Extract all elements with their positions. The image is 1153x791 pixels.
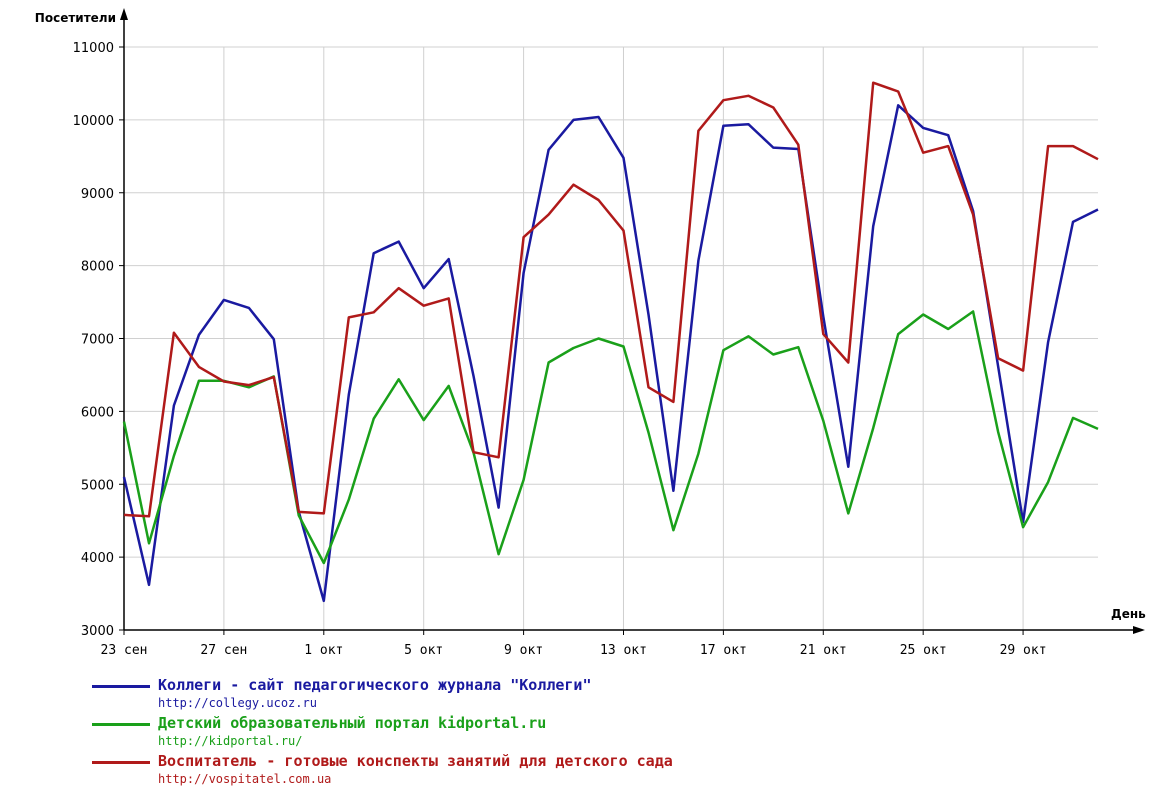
series-line-1 <box>122 310 1099 565</box>
y-tick-label: 10000 <box>73 114 114 129</box>
series-lines <box>122 81 1099 603</box>
axes <box>119 8 1145 635</box>
y-tick-label: 6000 <box>81 405 114 420</box>
legend-url-vospitatel[interactable]: http://vospitatel.com.ua <box>158 772 332 786</box>
x-tick-label: 1 окт <box>304 643 343 658</box>
line-chart: 3000 4000 5000 6000 7000 8000 9000 10000 11000 2… <box>35 8 1146 658</box>
series-line-2 <box>123 81 1099 518</box>
x-ticks: 23 сен 27 сен 1 окт 5 окт 9 окт 13 окт 17 окт 2… <box>101 643 1047 658</box>
x-tick-label: 21 окт <box>800 643 847 658</box>
legend-title-kidportal: Детский образовательный портал kidportal… <box>158 714 547 732</box>
series-line-0 <box>122 104 1099 603</box>
grid <box>124 46 1098 630</box>
x-tick-label: 17 окт <box>700 643 747 658</box>
y-axis-arrow <box>120 8 128 20</box>
legend-url-kidportal[interactable]: http://kidportal.ru/ <box>158 734 303 748</box>
legend-swatch-vospitatel <box>92 761 150 764</box>
x-axis-arrow <box>1133 626 1145 634</box>
x-tick-label: 25 окт <box>900 643 947 658</box>
x-tick-label: 23 сен <box>101 643 148 658</box>
x-tick-label: 5 окт <box>404 643 443 658</box>
x-tick-label: 13 окт <box>600 643 647 658</box>
x-tick-label: 9 окт <box>504 643 543 658</box>
legend-title-vospitatel: Воспитатель - готовые конспекты занятий … <box>158 752 673 770</box>
y-tick-label: 4000 <box>81 551 114 566</box>
y-ticks: 3000 4000 5000 6000 7000 8000 9000 10000 11000 <box>73 41 114 639</box>
y-axis-label: Посетители <box>35 11 116 25</box>
y-tick-label: 7000 <box>81 333 114 348</box>
x-tick-label: 27 сен <box>200 643 247 658</box>
y-tick-label: 5000 <box>81 478 114 493</box>
y-tick-label: 9000 <box>81 187 114 202</box>
x-tick-label: 29 окт <box>1000 643 1047 658</box>
x-axis-label: День <box>1111 607 1146 621</box>
legend-swatch-collegy <box>92 685 150 688</box>
y-tick-label: 11000 <box>73 41 114 56</box>
y-tick-label: 3000 <box>81 624 114 639</box>
legend-url-collegy[interactable]: http://collegy.ucoz.ru <box>158 696 317 710</box>
legend-swatch-kidportal <box>92 723 150 726</box>
legend-title-collegy: Коллеги - сайт педагогического журнала "… <box>158 676 592 694</box>
y-tick-label: 8000 <box>81 260 114 275</box>
